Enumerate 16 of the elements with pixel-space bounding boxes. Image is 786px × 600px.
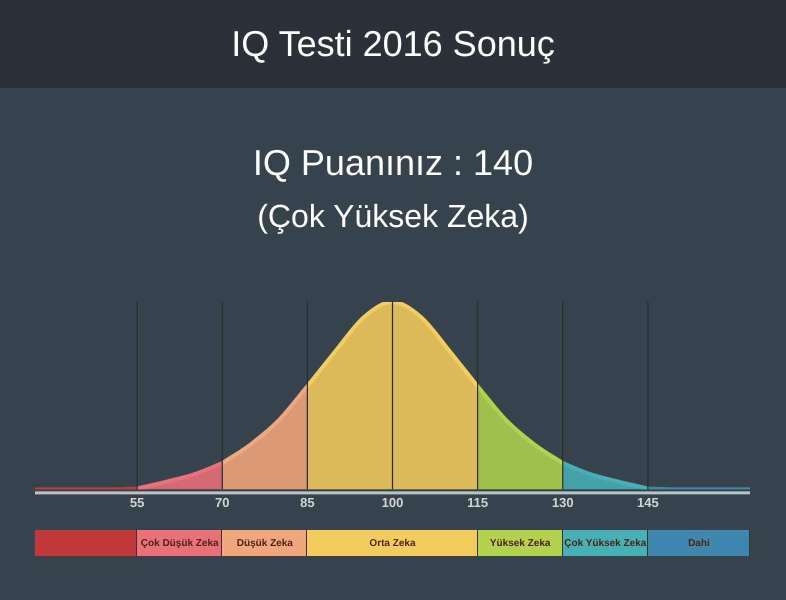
text: Çok Yüksek Zeka	[564, 538, 646, 548]
x-tick-label: 145	[637, 494, 659, 510]
x-tick-label: 130	[552, 494, 574, 510]
chart-title: IQ Testi 2016 Sonuç	[0, 0, 786, 88]
x-tick-label: 85	[300, 494, 315, 510]
text: Çok Düşük Zeka	[140, 538, 219, 548]
x-tick-label: 55	[130, 494, 144, 510]
x-tick-label: 115	[467, 494, 488, 510]
chart-subtitle: IQ Puanınız : 140	[252, 142, 534, 184]
text: Orta Zeka	[369, 538, 416, 548]
text: Yüksek Zeka	[490, 538, 550, 548]
text: Dahi	[688, 538, 710, 548]
text: Düşük Zeka	[236, 538, 293, 548]
x-tick-label: 100	[382, 494, 404, 510]
text: (Çok Yüksek Zeka)	[256, 198, 530, 235]
x-tick-label: 70	[215, 494, 230, 510]
